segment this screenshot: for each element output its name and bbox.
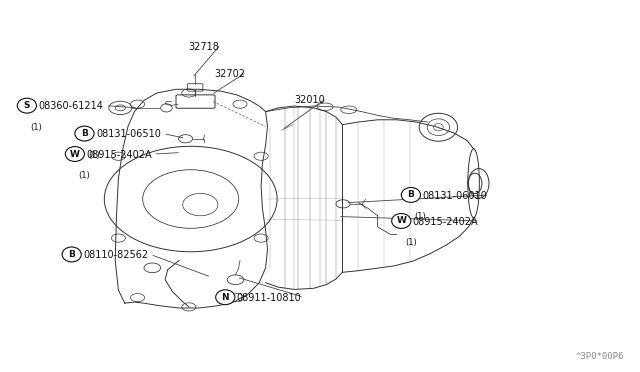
Ellipse shape xyxy=(401,187,420,202)
Text: 32702: 32702 xyxy=(214,70,245,79)
Text: 32010: 32010 xyxy=(294,96,325,105)
Ellipse shape xyxy=(75,126,94,141)
Text: W: W xyxy=(396,217,406,225)
Text: W: W xyxy=(70,150,80,158)
Text: S: S xyxy=(24,101,30,110)
Text: 08360-61214: 08360-61214 xyxy=(38,102,103,111)
Text: 08110-82562: 08110-82562 xyxy=(83,250,148,260)
Text: (1): (1) xyxy=(79,171,90,180)
Text: 32718: 32718 xyxy=(189,42,220,51)
Text: ^3P0*00P6: ^3P0*00P6 xyxy=(575,352,624,361)
Text: (1): (1) xyxy=(405,238,417,247)
Text: B: B xyxy=(68,250,75,259)
Text: 08131-06010: 08131-06010 xyxy=(422,191,487,201)
Text: (1): (1) xyxy=(31,123,42,132)
Text: B: B xyxy=(408,190,414,199)
Text: (1): (1) xyxy=(88,151,100,160)
Text: 08911-10810: 08911-10810 xyxy=(237,293,301,303)
Text: 08131-06510: 08131-06510 xyxy=(96,129,161,139)
Ellipse shape xyxy=(65,147,84,161)
Text: (1): (1) xyxy=(415,212,426,221)
Text: 08915-2402A: 08915-2402A xyxy=(86,150,152,160)
Text: B: B xyxy=(81,129,88,138)
Ellipse shape xyxy=(216,290,235,305)
Ellipse shape xyxy=(17,98,36,113)
Text: 08915-2402A: 08915-2402A xyxy=(413,217,479,227)
Ellipse shape xyxy=(392,214,411,228)
Ellipse shape xyxy=(62,247,81,262)
Text: N: N xyxy=(221,293,229,302)
